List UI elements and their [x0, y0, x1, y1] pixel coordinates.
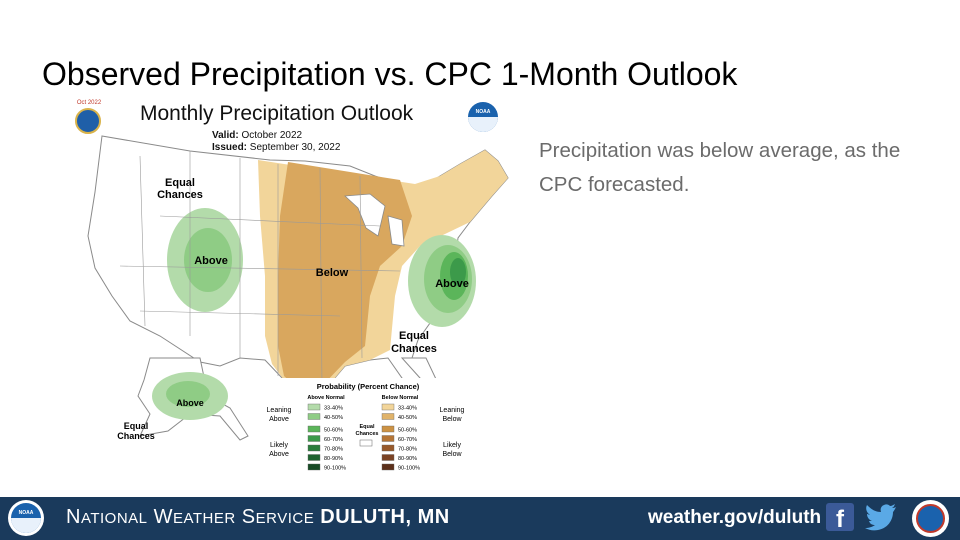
noaa-logo-text: NOAA — [475, 109, 491, 115]
office-name: DULUTH, MN — [320, 506, 450, 528]
legend-below-bin-label-1: 40-50% — [398, 415, 417, 421]
office-title: NATIONAL WEATHER SERVICE DULUTH, MN — [66, 506, 450, 529]
west-above-mid — [184, 228, 232, 292]
legend-above-swatch-5 — [307, 454, 321, 461]
valid-value: October 2022 — [241, 130, 303, 141]
slide-title: Observed Precipitation vs. CPC 1-Month O… — [42, 56, 738, 92]
legend-above-swatch-6 — [307, 463, 321, 471]
legend-below-swatch-2 — [381, 425, 395, 433]
southeast-equal-line2: Chances — [391, 343, 437, 355]
legend-above-bin-label-4: 70-80% — [324, 447, 343, 453]
alaska-above-mid — [166, 381, 210, 407]
legend-title: Probability (Percent Chance) — [317, 382, 420, 391]
footer-bar: NOAA NATIONAL WEATHER SERVICE DULUTH, MN… — [0, 497, 960, 540]
west-above-label: Above — [194, 255, 228, 267]
legend-above-swatch-0 — [307, 403, 321, 411]
central-below-label: Below — [316, 267, 349, 279]
legend-leaning-above-2: Above — [269, 416, 289, 423]
legend-likely-above-2: Above — [269, 451, 289, 458]
legend-below-swatch-6 — [381, 463, 395, 471]
svg-text:f: f — [836, 506, 845, 531]
doc-seal-icon: Oct 2022 — [72, 100, 106, 134]
legend-above-bin-label-0: 33-40% — [324, 406, 343, 412]
website-link[interactable]: weather.gov/duluth — [648, 507, 822, 528]
legend-below-swatch-1 — [381, 413, 395, 420]
issued-value: September 30, 2022 — [249, 142, 341, 153]
legend-above-swatch-1 — [307, 413, 321, 420]
legend-below-bin-label-6: 90-100% — [398, 466, 420, 472]
side-note: Precipitation was below average, as the … — [539, 139, 901, 196]
west-equal-line1: Equal — [165, 177, 195, 189]
legend-above-bin-label-2: 50-60% — [324, 428, 343, 434]
us-outlook-map-svg: Equal Chances Above Below Above Equal Ch… — [87, 135, 509, 474]
great-lakes — [344, 193, 405, 247]
legend-equal-swatch — [359, 439, 373, 447]
issued-label: Issued: — [212, 142, 248, 153]
legend-equal-1: Equal — [360, 424, 375, 430]
legend-above-bin-label-6: 90-100% — [324, 466, 346, 472]
org-rest-1: ATIONAL — [80, 510, 148, 527]
legend-below-bin-label-5: 80-90% — [398, 456, 417, 462]
legend-above-swatch-2 — [307, 425, 321, 433]
legend-above-bin-label-3: 60-70% — [324, 437, 343, 443]
legend-likely-below-2: Below — [442, 451, 462, 458]
legend-likely-below-1: Likely — [443, 442, 461, 449]
noaa-footer-logo-icon: NOAA — [8, 500, 44, 536]
legend-equal-2: Chances — [356, 431, 379, 437]
map-title: Monthly Precipitation Outlook — [140, 102, 414, 125]
valid-issued-block: Valid: October 2022 Issued: September 30… — [212, 130, 340, 154]
twitter-icon[interactable] — [864, 503, 898, 533]
valid-label: Valid: — [212, 130, 239, 141]
org-initial-2: W — [153, 506, 173, 528]
legend-above-bin-label-1: 40-50% — [324, 415, 343, 421]
east-above-darker — [450, 258, 466, 286]
alaska-equal-line1: Equal — [124, 421, 149, 431]
legend-above-swatch-3 — [307, 435, 321, 442]
probability-legend: Probability (Percent Chance) Above Norma… — [260, 378, 465, 474]
legend-below-swatch-4 — [381, 444, 395, 452]
southeast-equal-line1: Equal — [399, 330, 429, 342]
noaa-footer-logo-text: NOAA — [18, 510, 34, 516]
org-rest-2: EATHER — [172, 510, 236, 527]
state-lines — [119, 151, 401, 387]
legend-below-bin-label-0: 33-40% — [398, 406, 417, 412]
org-rest-3: ERVICE — [255, 510, 315, 527]
legend-above-header: Above Normal — [307, 395, 345, 401]
doc-logo-year: Oct 2022 — [76, 100, 102, 106]
org-initial-3: S — [241, 506, 256, 528]
nws-logo-icon[interactable] — [912, 500, 949, 537]
legend-leaning-below-2: Below — [442, 416, 462, 423]
legend-above-swatch-4 — [307, 444, 321, 452]
noaa-logo-icon: NOAA — [468, 102, 498, 132]
legend-below-bin-label-2: 50-60% — [398, 428, 417, 434]
east-above-label: Above — [435, 278, 469, 290]
legend-below-swatch-3 — [381, 435, 395, 442]
precipitation-outlook-map: Oct 2022 NOAA Monthly Precipitation Outl… — [40, 96, 510, 478]
legend-below-bin-label-4: 70-80% — [398, 447, 417, 453]
west-equal-line2: Chances — [157, 189, 203, 201]
legend-leaning-above-1: Leaning — [267, 407, 292, 414]
legend-below-bin-label-3: 60-70% — [398, 437, 417, 443]
legend-below-swatch-5 — [381, 454, 395, 461]
legend-above-bin-label-5: 80-90% — [324, 456, 343, 462]
legend-likely-above-1: Likely — [270, 442, 288, 449]
legend-swatches: 33-40% 33-40% 40-50% 40-50% 50-60% 50-60% 60-7… — [307, 403, 420, 472]
org-initial-1: N — [66, 506, 81, 528]
legend-below-swatch-0 — [381, 403, 395, 411]
legend-leaning-below-1: Leaning — [440, 407, 465, 414]
alaska-equal-line2: Chances — [117, 431, 155, 441]
legend-below-header: Below Normal — [382, 395, 419, 401]
facebook-icon[interactable]: f — [826, 503, 854, 533]
alaska-above-label: Above — [176, 398, 204, 408]
